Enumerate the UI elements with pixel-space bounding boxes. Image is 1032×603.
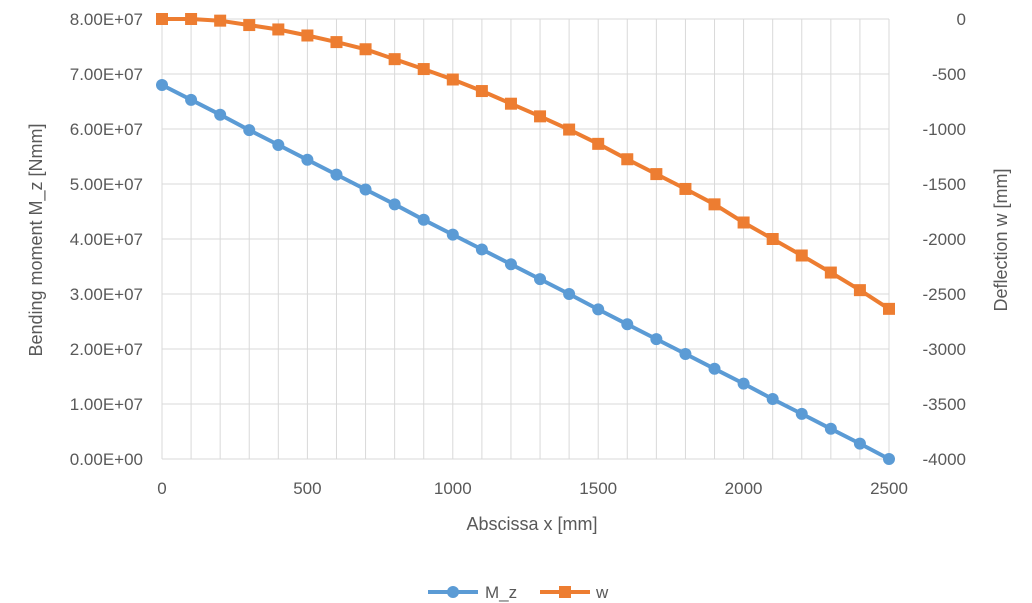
series-point-mz (243, 124, 256, 137)
legend-item-mz: M_z (428, 583, 517, 602)
series-point-w (795, 249, 808, 262)
y-left-tick-label: 6.00E+07 (70, 120, 143, 139)
series-point-mz (359, 183, 372, 196)
series-point-w (185, 13, 198, 25)
x-tick-label: 1500 (579, 479, 617, 498)
y-right-tick-label: -1000 (923, 120, 966, 139)
series-point-mz (475, 243, 488, 256)
series-point-w (563, 123, 576, 136)
y-right-axis-title: Deflection w [mm] (991, 168, 1011, 311)
legend-item-w: w (540, 583, 609, 602)
series-point-mz (795, 407, 808, 420)
series-point-mz (534, 273, 547, 286)
series-point-mz (388, 198, 401, 211)
series-point-w (301, 29, 314, 42)
series-point-mz (504, 258, 517, 271)
series-point-w (330, 36, 343, 49)
series-point-w (156, 13, 168, 25)
series-point-mz (330, 168, 343, 181)
y-left-tick-label: 3.00E+07 (70, 285, 143, 304)
y-right-tick-label: -3500 (923, 395, 966, 414)
series-point-w (708, 198, 721, 211)
x-tick-label: 500 (293, 479, 321, 498)
series-point-w (737, 216, 750, 229)
series-point-w (883, 302, 895, 315)
series-point-w (359, 43, 372, 56)
series-point-mz (824, 422, 837, 435)
gridlines (161, 18, 890, 460)
x-tick-label: 2000 (725, 479, 763, 498)
series-line-mz (160, 83, 891, 461)
y-left-tick-label: 0.00E+00 (70, 450, 143, 469)
y-right-tick-label: -3000 (923, 340, 966, 359)
y-right-tick-label: -2000 (923, 230, 966, 249)
series-point-mz (156, 79, 168, 91)
series-point-w (650, 168, 663, 181)
series-point-w (272, 23, 285, 36)
plot-series (156, 13, 895, 465)
series-point-w (679, 182, 692, 195)
series-point-mz (650, 333, 663, 346)
series-point-w (504, 97, 517, 110)
series-point-mz (737, 377, 750, 390)
legend-label-w: w (595, 583, 609, 602)
series-point-mz (766, 393, 779, 406)
series-point-mz (563, 288, 576, 300)
x-axis-title: Abscissa x [mm] (466, 514, 597, 534)
series-point-w (446, 73, 459, 86)
y-right-tick-label: -1500 (923, 175, 966, 194)
legend: M_z w (428, 583, 609, 602)
y-right-tick-label: -4000 (923, 450, 966, 469)
series-point-mz (621, 318, 634, 331)
series-point-mz (853, 437, 866, 450)
x-tick-label: 0 (157, 479, 166, 498)
series-point-w (417, 63, 430, 76)
x-tick-label: 2500 (870, 479, 908, 498)
series-point-mz (185, 93, 198, 106)
series-point-mz (446, 228, 459, 241)
series-point-mz (883, 453, 895, 465)
y-right-tick-label: 0 (957, 10, 966, 29)
y-left-tick-label: 1.00E+07 (70, 395, 143, 414)
y-left-tick-label: 8.00E+07 (70, 10, 143, 29)
series-point-w (388, 53, 401, 66)
series-point-w (475, 85, 488, 98)
x-tick-labels: 0 500 1000 1500 2000 2500 (157, 479, 908, 498)
series-line-w (160, 17, 891, 311)
y-left-axis-title: Bending moment M_z [Nmm] (26, 123, 47, 356)
series-point-mz (417, 213, 430, 226)
series-point-w (621, 153, 634, 166)
series-point-mz (301, 153, 314, 166)
y-left-tick-label: 7.00E+07 (70, 65, 143, 84)
series-point-w (766, 233, 779, 245)
series-point-mz (592, 303, 605, 316)
series-point-w (243, 19, 256, 32)
y-right-tick-label: -500 (932, 65, 966, 84)
legend-label-mz: M_z (485, 583, 517, 602)
series-point-w (534, 110, 547, 123)
series-point-mz (708, 362, 721, 375)
y-left-tick-label: 4.00E+07 (70, 230, 143, 249)
series-point-w (592, 137, 605, 150)
series-point-mz (214, 108, 227, 121)
y-left-tick-label: 2.00E+07 (70, 340, 143, 359)
y-left-tick-label: 5.00E+07 (70, 175, 143, 194)
series-point-mz (679, 347, 692, 360)
x-tick-label: 1000 (434, 479, 472, 498)
y-left-tick-labels: 0.00E+00 1.00E+07 2.00E+07 3.00E+07 4.00E+07… (70, 10, 143, 469)
series-point-w (824, 266, 837, 279)
series-point-mz (272, 138, 285, 151)
series-point-w (214, 14, 227, 27)
y-right-tick-label: -2500 (923, 285, 966, 304)
y-right-tick-labels: -4000 -3500 -3000 -2500 -2000 -1500 -1000 -500 0 (923, 10, 966, 469)
series-point-w (853, 284, 866, 297)
